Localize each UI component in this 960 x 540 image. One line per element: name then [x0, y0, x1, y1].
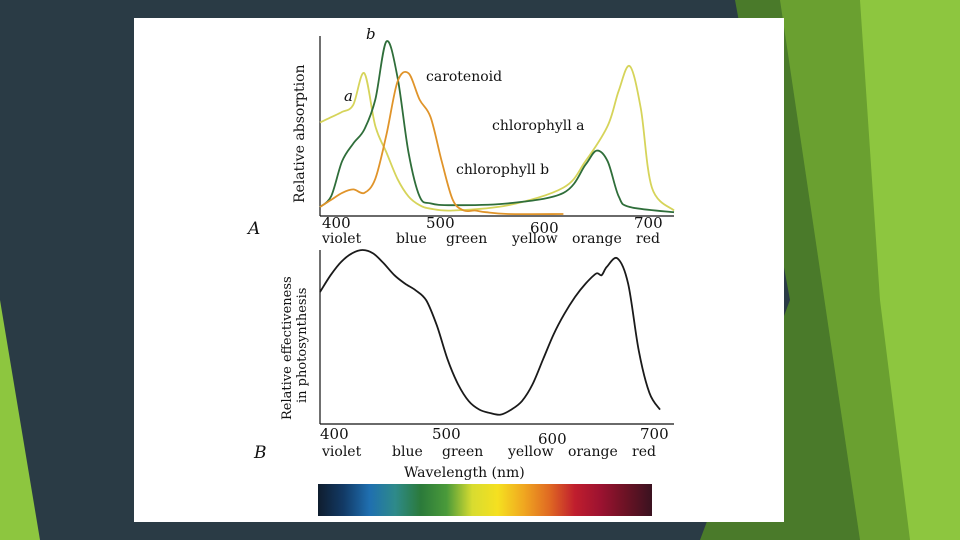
series-line-chlorophyll-b [319, 40, 675, 214]
color-band-label: green [446, 231, 487, 247]
panel-a-series-group [319, 40, 675, 216]
color-band-label: violet [321, 444, 362, 460]
panel-b-color-labels: violet blue green yellow orange red [321, 444, 656, 460]
color-band-label: yellow [511, 231, 558, 247]
x-tick-label: 500 [432, 425, 461, 443]
color-band-label: red [636, 231, 660, 247]
series-line-action-spectrum [319, 249, 661, 416]
series-letter-label: b [366, 25, 376, 43]
figure-svg: Relative absorption A 400 500 600 700 viole… [246, 25, 675, 516]
panel-a-y-axis-label: Relative absorption [292, 64, 308, 203]
series-line-chlorophyll-a [319, 65, 675, 212]
x-tick-label: 700 [640, 425, 669, 443]
color-band-label: red [632, 444, 656, 460]
x-tick-label: 700 [634, 214, 663, 232]
color-band-label: blue [392, 444, 423, 460]
x-tick-label: 400 [322, 214, 351, 232]
x-tick-label: 600 [538, 430, 567, 448]
panel-a-x-ticks: 400 500 600 700 [322, 214, 663, 237]
x-tick-label: 400 [320, 425, 349, 443]
series-line-carotenoid [319, 71, 564, 216]
panel-a-color-labels: violet blue green yellow orange red [321, 231, 660, 247]
panel-b-letter: B [253, 443, 267, 463]
panel-b-series-group [319, 249, 661, 416]
figure-panel: Relative absorption A 400 500 600 700 viole… [134, 18, 784, 522]
panel-b-y-axis-label-line2: in photosynthesis [295, 288, 310, 403]
x-tick-label: 600 [530, 219, 559, 237]
color-band-label: orange [568, 444, 618, 460]
decor-triangle-light [860, 0, 960, 540]
series-letter-label: a [344, 87, 353, 105]
decor-triangle-left [0, 300, 40, 540]
panel-a-series-labels: chlorophyll a chlorophyll b carotenoid a b [344, 25, 585, 178]
color-band-label: blue [396, 231, 427, 247]
series-label-carotenoid: carotenoid [426, 69, 502, 85]
color-band-label: green [442, 444, 483, 460]
color-band-label: yellow [507, 444, 554, 460]
panel-b-y-axis-label-line1: Relative effectiveness [280, 276, 295, 420]
series-label-chlorophyll-b: chlorophyll b [456, 162, 549, 178]
color-band-label: violet [321, 231, 362, 247]
panel-b-x-ticks: 400 500 600 700 [320, 425, 669, 448]
color-band-label: orange [572, 231, 622, 247]
x-tick-label: 500 [426, 214, 455, 232]
panel-b-x-axis-label: Wavelength (nm) [404, 465, 525, 481]
panel-a-letter: A [246, 219, 260, 239]
visible-spectrum-bar [318, 484, 652, 516]
series-label-chlorophyll-a: chlorophyll a [492, 118, 585, 134]
